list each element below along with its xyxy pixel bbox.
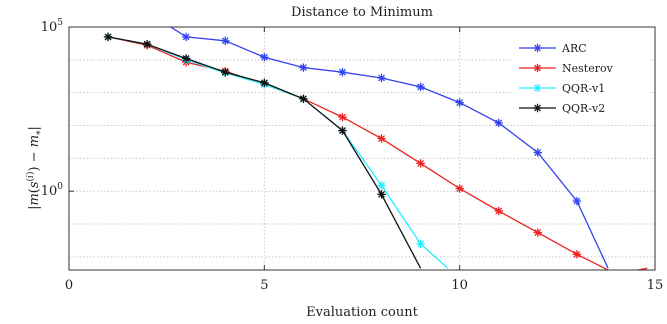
chart-title: Distance to Minimum [291,5,433,20]
legend-marker-qqr-v1 [533,83,542,93]
data-point-qqr-v1 [416,239,425,248]
x-tick-label: 5 [260,278,268,293]
axis-ticks: 0 5 10 15 105 100 [41,18,664,293]
data-point-arc [260,53,269,62]
data-point-arc [533,148,542,157]
data-point-nesterov [377,134,386,143]
data-point-arc [221,36,230,45]
data-point-nesterov [455,184,464,193]
data-point-arc [182,32,191,42]
data-point-nesterov [572,250,582,259]
data-point-arc [572,196,582,206]
data-point-nesterov [533,228,542,237]
y-tick-label: 105 [41,18,64,35]
data-point-arc [494,118,503,128]
data-point-arc [338,68,347,77]
data-point-qqr-v2 [221,68,230,77]
legend-label-arc: ARC [561,42,587,55]
data-point-arc [455,98,464,107]
data-point-qqr-v2 [260,78,269,87]
x-tick-label: 0 [65,278,73,293]
data-point-arc [377,73,386,83]
data-point-qqr-v2 [103,32,113,42]
legend-label-qqr-v2: QQR-v2 [562,102,605,115]
data-point-nesterov [416,159,425,168]
data-point-arc [416,82,425,92]
data-point-qqr-v2 [142,39,152,49]
series-lines [103,27,648,270]
series-line-qqr-v1 [107,36,449,269]
data-point-qqr-v2 [299,94,308,104]
data-point-qqr-v2 [338,126,347,135]
svg-text:|m(s(i)) − m*|: |m(s(i)) − m*| [25,126,46,210]
data-point-nesterov [338,112,347,122]
data-point-nesterov [494,206,503,216]
data-point-qqr-v2 [182,54,191,63]
legend-marker-qqr-v2 [533,103,542,113]
legend: ARC Nesterov QQR-v1 QQR-v2 [512,36,650,118]
legend-marker-nesterov [533,63,542,73]
legend-marker-arc [533,43,542,53]
x-tick-label: 15 [647,278,664,293]
data-point-qqr-v2 [377,190,386,199]
legend-label-qqr-v1: QQR-v1 [562,82,605,95]
legend-label-nesterov: Nesterov [562,62,614,75]
x-axis-title: Evaluation count [306,305,418,320]
x-tick-label: 10 [451,278,468,293]
y-tick-label: 100 [41,182,64,199]
data-point-arc [299,63,308,72]
plot-frame [68,26,656,271]
data-point-qqr-v1 [377,181,386,190]
y-axis-title: |m(s(i)) − m*| [25,126,46,210]
